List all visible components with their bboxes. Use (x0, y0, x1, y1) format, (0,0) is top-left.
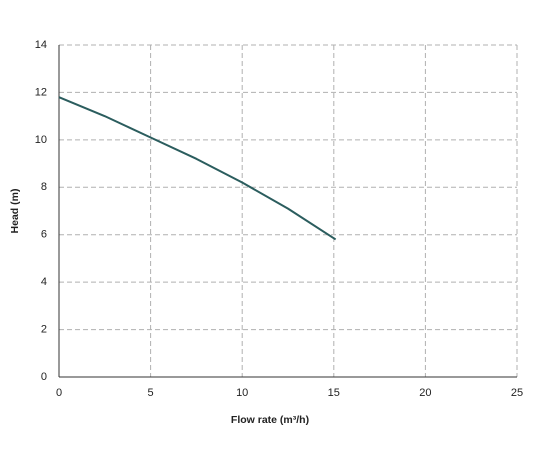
y-tick-label: 14 (35, 39, 47, 51)
y-tick-label: 4 (41, 276, 47, 288)
x-tick-label: 0 (56, 387, 62, 399)
y-tick-label: 2 (41, 323, 47, 335)
y-tick-label: 12 (35, 86, 47, 98)
x-tick-label: 5 (148, 387, 154, 399)
y-axis-title: Head (m) (9, 189, 21, 234)
x-tick-label: 20 (419, 387, 431, 399)
y-tick-label: 0 (41, 371, 47, 383)
series-line (58, 96, 337, 241)
y-tick-label: 6 (41, 229, 47, 241)
y-tick-label: 8 (41, 181, 47, 193)
x-tick-label: 15 (328, 387, 340, 399)
x-tick-label: 10 (236, 387, 248, 399)
x-tick-label: 25 (511, 387, 523, 399)
y-tick-label: 10 (35, 134, 47, 146)
x-axis-title: Flow rate (m³/h) (231, 414, 309, 426)
